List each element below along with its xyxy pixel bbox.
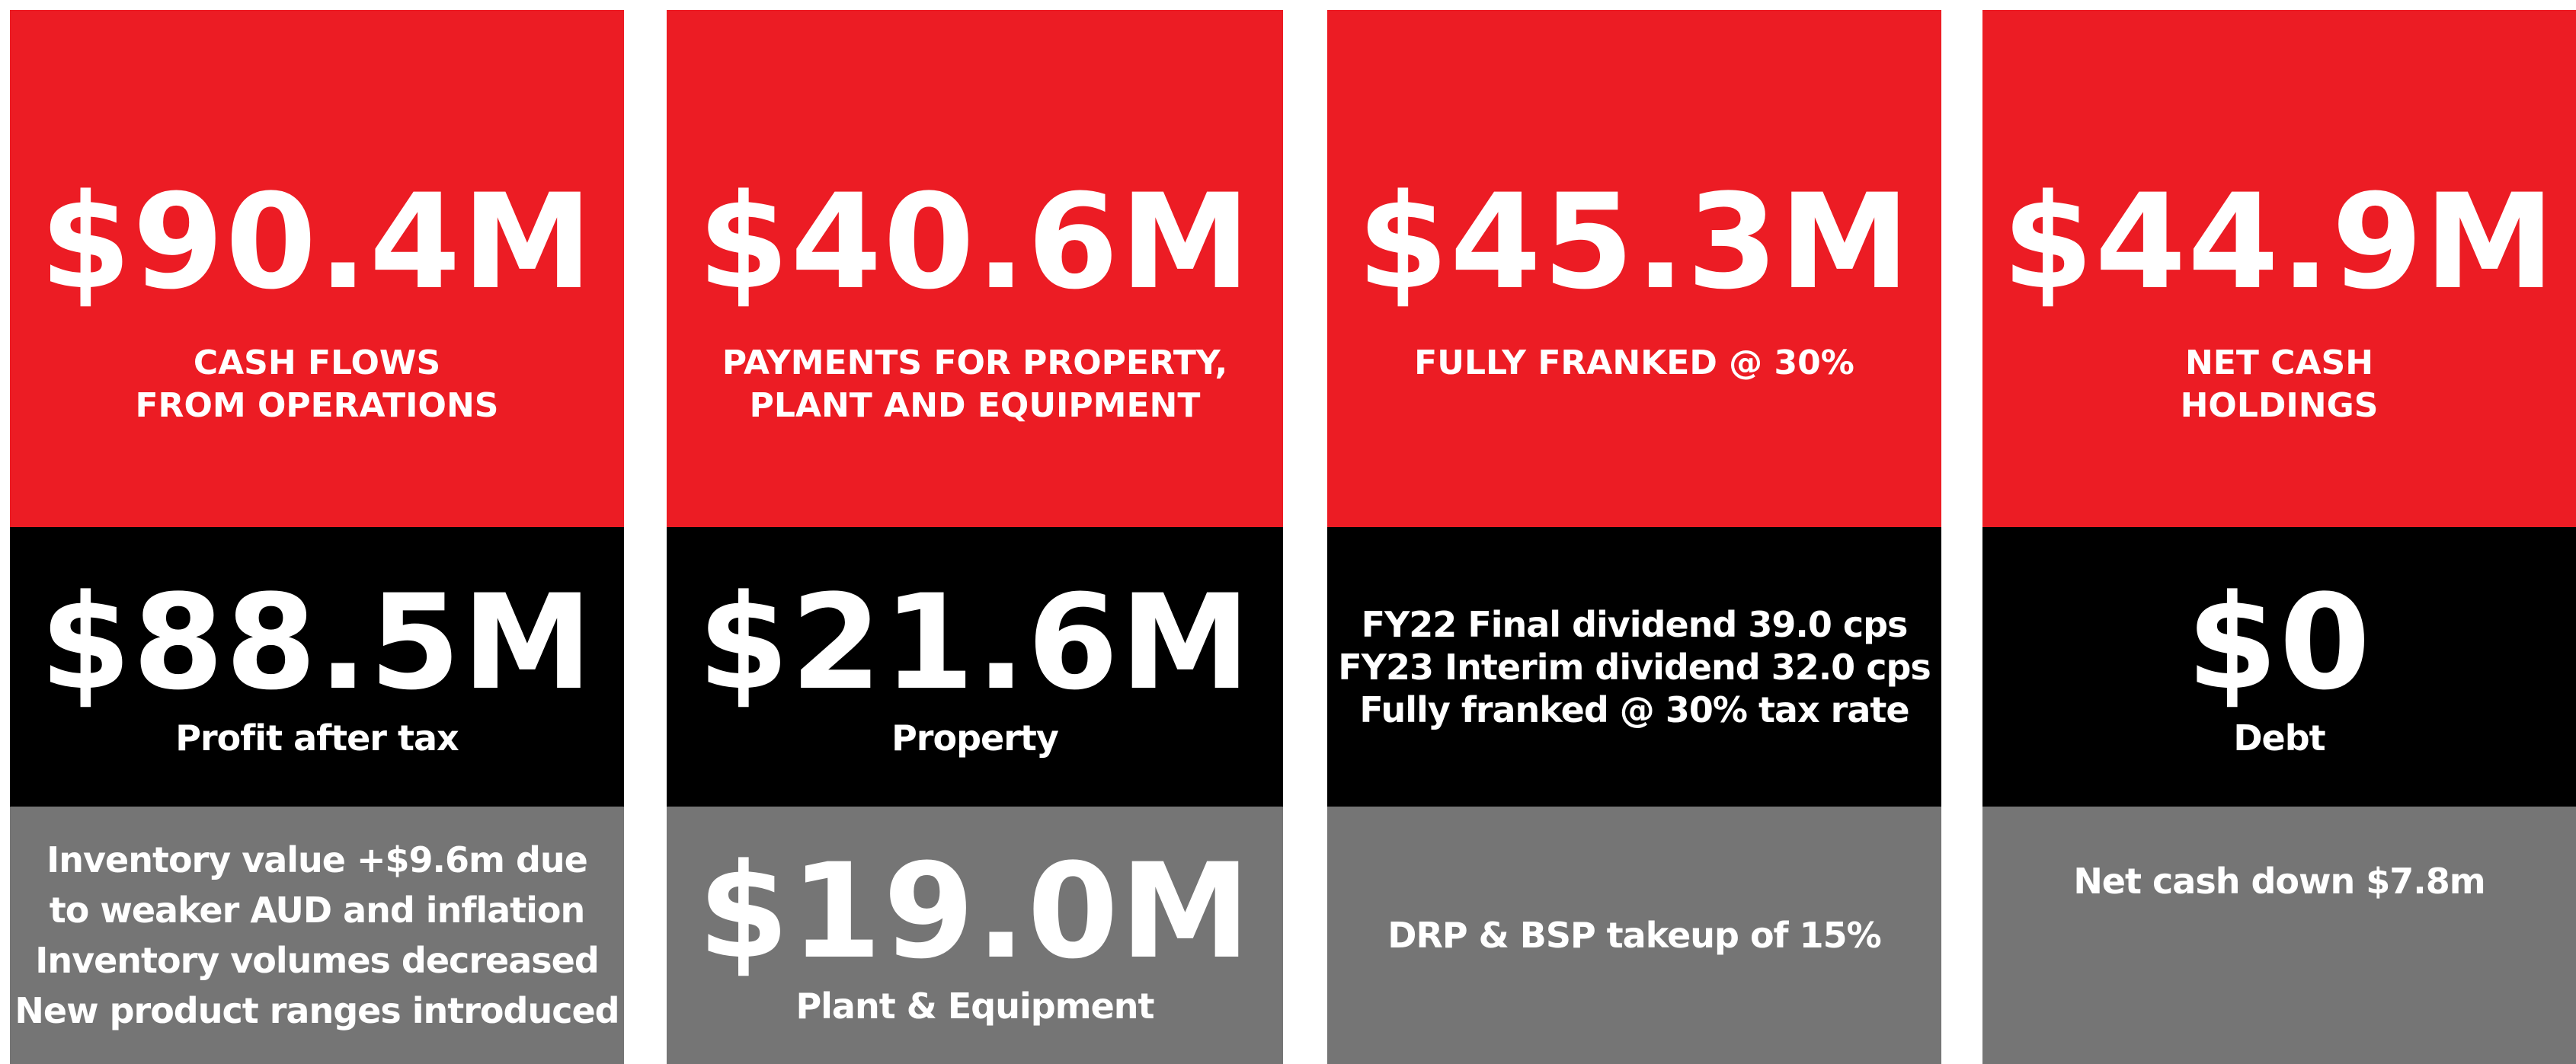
metric-label: Profit after tax: [175, 717, 459, 759]
middle-panel: $0 Debt: [1982, 527, 2576, 807]
metric-value: $0: [2186, 566, 2373, 720]
metric-label: Plant & Equipment: [795, 986, 1154, 1027]
metric-label: FY23 Interim dividend 32.0 cps: [1338, 646, 1931, 688]
metric-value: $45.3M: [1357, 165, 1912, 318]
metric-card: $40.6M PAYMENTS FOR PROPERTY, PLANT AND EQ…: [667, 10, 1283, 1064]
bottom-panel: Net cash down $7.8m: [1982, 807, 2576, 1064]
metric-label: Debt: [2233, 717, 2325, 759]
metric-label: PAYMENTS FOR PROPERTY,: [722, 343, 1228, 382]
metric-label: NET CASH: [2184, 343, 2374, 382]
metric-label: Fully franked @ 30% tax rate: [1359, 689, 1909, 730]
middle-panel: FY22 Final dividend 39.0 cps FY23 Interim…: [1327, 527, 1941, 807]
bottom-panel: Inventory value +$9.6m due to weaker AUD …: [10, 807, 624, 1064]
top-panel: $45.3M FULLY FRANKED @ 30%: [1327, 10, 1941, 527]
top-panel: $40.6M PAYMENTS FOR PROPERTY, PLANT AND EQ…: [667, 10, 1283, 527]
metric-label: New product ranges introduced: [14, 990, 619, 1031]
metric-label: HOLDINGS: [2180, 385, 2379, 425]
metric-label: DRP & BSP takeup of 15%: [1387, 915, 1881, 956]
metric-card: $44.9M NET CASH HOLDINGS $0 Debt Net cash dow…: [1982, 10, 2576, 1064]
metric-label: FULLY FRANKED @ 30%: [1414, 343, 1854, 382]
metric-value: $40.6M: [697, 165, 1253, 318]
metric-label: Net cash down $7.8m: [2073, 861, 2485, 902]
metric-label: Inventory volumes decreased: [35, 940, 600, 981]
metric-value: $88.5M: [40, 566, 594, 720]
metric-label: FROM OPERATIONS: [135, 385, 499, 425]
metric-value: $19.0M: [697, 834, 1253, 988]
metric-label: Inventory value +$9.6m due: [46, 839, 588, 880]
metric-value: $90.4M: [40, 165, 594, 318]
metric-label: FY22 Final dividend 39.0 cps: [1361, 603, 1909, 645]
metric-label: to weaker AUD and inflation: [49, 890, 586, 931]
middle-panel: $88.5M Profit after tax: [10, 527, 624, 807]
middle-panel: $21.6M Property: [667, 527, 1283, 807]
metric-label: PLANT AND EQUIPMENT: [749, 385, 1201, 425]
top-panel: $44.9M NET CASH HOLDINGS: [1982, 10, 2576, 527]
metric-label: CASH FLOWS: [193, 343, 441, 382]
metric-card: $45.3M FULLY FRANKED @ 30% FY22 Final divi…: [1327, 10, 1941, 1064]
metric-value: $44.9M: [2002, 165, 2557, 318]
top-panel: $90.4M CASH FLOWS FROM OPERATIONS: [10, 10, 624, 527]
bottom-panel: $19.0M Plant & Equipment: [667, 807, 1283, 1064]
metric-card: $90.4M CASH FLOWS FROM OPERATIONS $88.5M Pro…: [10, 10, 624, 1064]
metric-label: Property: [891, 717, 1059, 759]
metric-value: $21.6M: [697, 566, 1253, 720]
bottom-panel: DRP & BSP takeup of 15%: [1327, 807, 1941, 1064]
